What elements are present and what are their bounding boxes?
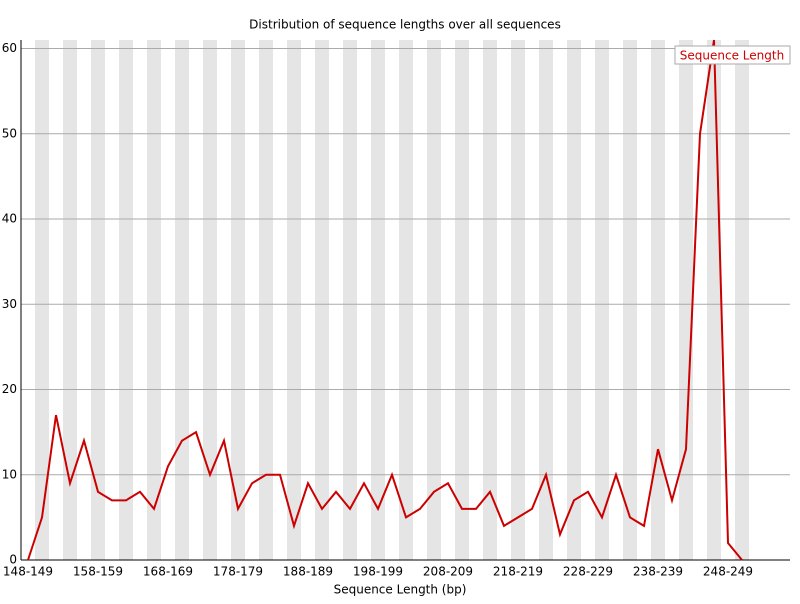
stripe [343, 40, 357, 560]
stripe [147, 40, 161, 560]
data-line [27, 39, 743, 561]
stripe [651, 40, 665, 560]
x-tick-label: 178-179 [213, 565, 263, 579]
stripe [315, 40, 329, 560]
x-tick-label: 198-199 [353, 565, 403, 579]
x-tick-label: 208-209 [423, 565, 473, 579]
y-tick-label: 60 [2, 41, 17, 55]
legend-entry: Sequence Length [680, 49, 784, 63]
stripe [511, 40, 525, 560]
stripe [371, 40, 385, 560]
stripe [623, 40, 637, 560]
stripe [63, 40, 77, 560]
legend-box [674, 45, 791, 65]
x-tick-label: 188-189 [283, 565, 333, 579]
stripe [203, 40, 217, 560]
x-tick-label: 168-169 [143, 565, 193, 579]
x-tick-label: 158-159 [73, 565, 123, 579]
x-axis-label: Sequence Length (bp) [334, 583, 467, 597]
y-tick-label: 10 [2, 467, 17, 481]
x-tick-label: 248-249 [703, 565, 753, 579]
chart-title: Distribution of sequence lengths over al… [249, 18, 561, 32]
stripe [259, 40, 273, 560]
stripe [483, 40, 497, 560]
stripe [231, 40, 245, 560]
x-tick-label: 148-149 [3, 565, 53, 579]
x-tick-label: 238-239 [633, 565, 683, 579]
y-tick-label: 0 [9, 553, 17, 567]
y-tick-label: 50 [2, 126, 17, 140]
y-tick-label: 30 [2, 297, 17, 311]
stripe [35, 40, 49, 560]
stripe [427, 40, 441, 560]
stripe [399, 40, 413, 560]
stripe [735, 40, 749, 560]
stripe [287, 40, 301, 560]
x-tick-label: 228-229 [563, 565, 613, 579]
stripe [707, 40, 721, 560]
stripe [455, 40, 469, 560]
stripe [119, 40, 133, 560]
stripe [567, 40, 581, 560]
stripe [595, 40, 609, 560]
stripe [539, 40, 553, 560]
stripe [175, 40, 189, 560]
x-tick-label: 218-219 [493, 565, 543, 579]
y-tick-label: 20 [2, 382, 17, 396]
stripe [679, 40, 693, 560]
y-tick-label: 40 [2, 212, 17, 226]
stripe [91, 40, 105, 560]
